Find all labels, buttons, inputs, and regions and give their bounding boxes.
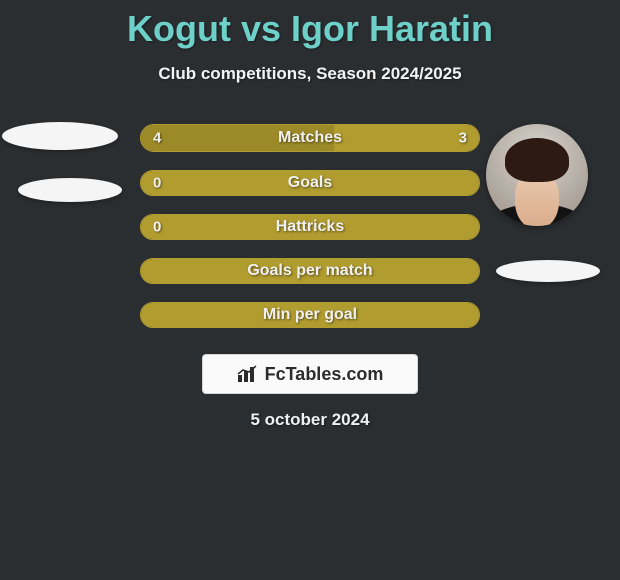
page-title: Kogut vs Igor Haratin	[0, 0, 620, 50]
stats-container: Matches43Goals0Hattricks0Goals per match…	[140, 124, 480, 346]
fctables-logo: FcTables.com	[202, 354, 418, 394]
stat-value-left: 0	[153, 175, 161, 192]
stat-row: Min per goal	[140, 302, 480, 328]
stat-row: Goals per match	[140, 258, 480, 284]
stat-value-left: 4	[153, 130, 161, 147]
stat-value-right: 3	[459, 130, 467, 147]
subtitle: Club competitions, Season 2024/2025	[0, 64, 620, 84]
decor-ellipse-left-1	[2, 122, 118, 150]
bars-icon	[237, 365, 259, 383]
stat-row: Hattricks0	[140, 214, 480, 240]
stat-row: Goals0	[140, 170, 480, 196]
decor-ellipse-left-2	[18, 178, 122, 202]
logo-text: FcTables.com	[265, 364, 384, 385]
player-right-avatar	[486, 124, 588, 226]
date-label: 5 october 2024	[0, 410, 620, 430]
stat-label: Goals per match	[141, 262, 479, 280]
stat-label: Goals	[141, 174, 479, 192]
decor-ellipse-right-1	[496, 260, 600, 282]
stat-label: Hattricks	[141, 218, 479, 236]
stat-row: Matches4 3	[140, 124, 480, 152]
stat-label: Matches	[141, 129, 479, 147]
stat-value-left: 0	[153, 219, 161, 236]
stat-label: Min per goal	[141, 306, 479, 324]
